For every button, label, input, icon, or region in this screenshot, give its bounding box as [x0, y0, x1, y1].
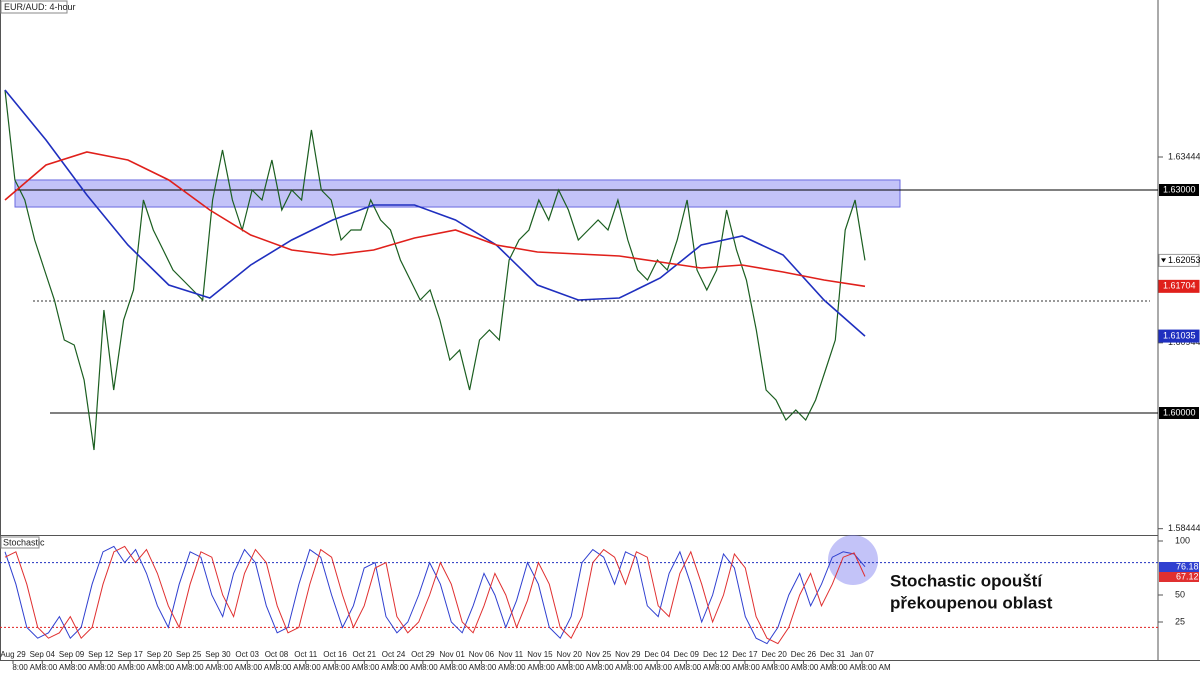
y-tick-label: 100	[1175, 535, 1190, 545]
price-tag	[1158, 279, 1200, 293]
x-time-label: 8:00 AM	[364, 663, 394, 672]
x-tick-label: Sep 17	[117, 650, 143, 659]
x-tick-label: Sep 04	[30, 650, 56, 659]
price-tag-label: 1.62053	[1168, 255, 1200, 265]
x-tick-label: Oct 03	[235, 650, 259, 659]
series-line	[4, 151, 866, 288]
price-tag	[1158, 253, 1200, 267]
indicator-title: Stochastic	[3, 537, 45, 547]
x-time-label: 8:00 AM	[276, 663, 306, 672]
x-tick-label: Nov 01	[439, 650, 465, 659]
x-tick-label: Dec 09	[674, 650, 700, 659]
x-time-label: 8:00 AM	[217, 663, 247, 672]
series-line	[4, 545, 866, 645]
x-time-label: 8:00 AM	[247, 663, 277, 672]
x-time-label: 8:00 AM	[773, 663, 803, 672]
x-time-label: 8:00 AM	[334, 663, 364, 672]
series-line	[4, 89, 866, 337]
x-tick-label: Oct 21	[353, 650, 377, 659]
x-time-label: 8:00 AM	[100, 663, 130, 672]
highlight-circle	[828, 535, 878, 585]
x-time-label: 8:00 AM	[510, 663, 540, 672]
stoch-tag-label: 76.18	[1176, 561, 1199, 571]
x-time-label: 8:00 AM	[71, 663, 101, 672]
x-tick-label: Sep 30	[205, 650, 231, 659]
x-tick-label: Dec 20	[761, 650, 787, 659]
x-time-label: 8:00 AM	[539, 663, 569, 672]
x-tick-label: Nov 25	[586, 650, 612, 659]
level-tag	[1159, 184, 1199, 197]
x-time-label: 8:00 AM	[627, 663, 657, 672]
x-tick-label: Oct 24	[382, 650, 406, 659]
y-tick-label: 1.63444	[1168, 151, 1200, 161]
x-time-label: 8:00 AM	[861, 663, 891, 672]
x-time-label: 8:00 AM	[12, 663, 42, 672]
level-label: 1.63000	[1163, 184, 1196, 194]
series-line	[4, 545, 866, 645]
stoch-tag-label: 67.12	[1176, 571, 1199, 581]
x-time-label: 8:00 AM	[744, 663, 774, 672]
x-tick-label: Sep 12	[88, 650, 114, 659]
x-tick-label: Nov 29	[615, 650, 641, 659]
level-label: 1.60000	[1163, 407, 1196, 417]
stoch-tag	[1159, 572, 1199, 582]
x-time-label: 8:00 AM	[451, 663, 481, 672]
x-tick-label: Dec 31	[820, 650, 846, 659]
x-tick-label: Oct 16	[323, 650, 347, 659]
x-time-label: 8:00 AM	[598, 663, 628, 672]
indicator-box	[0, 536, 40, 549]
price-tag-label: 1.61035	[1163, 330, 1196, 340]
x-tick-label: Oct 29	[411, 650, 435, 659]
x-tick-label: Oct 08	[265, 650, 289, 659]
x-tick-label: Nov 06	[469, 650, 495, 659]
x-time-label: 8:00 AM	[393, 663, 423, 672]
x-time-label: 8:00 AM	[159, 663, 189, 672]
y-tick-label: 50	[1175, 589, 1185, 599]
x-tick-label: Dec 04	[644, 650, 670, 659]
x-tick-label: Nov 11	[498, 650, 523, 659]
x-tick-label: Dec 26	[791, 650, 817, 659]
x-time-label: 8:00 AM	[656, 663, 686, 672]
current-marker	[1161, 258, 1166, 263]
x-time-label: 8:00 AM	[188, 663, 218, 672]
level-tag	[1159, 407, 1199, 420]
y-tick-label: 25	[1175, 616, 1185, 626]
x-tick-label: Oct 11	[294, 650, 318, 659]
x-tick-label: Sep 09	[59, 650, 85, 659]
price-tag	[1158, 329, 1200, 343]
x-tick-label: Sep 25	[176, 650, 202, 659]
x-time-label: 8:00 AM	[715, 663, 745, 672]
x-time-label: 8:00 AM	[803, 663, 833, 672]
annotation: Stochastic opouští	[890, 571, 1043, 590]
x-time-label: 8:00 AM	[832, 663, 862, 672]
price-tag-label: 1.61704	[1163, 281, 1196, 291]
x-time-label: 8:00 AM	[569, 663, 599, 672]
x-tick-label: Aug 29	[0, 650, 26, 659]
stoch-tag	[1159, 562, 1199, 572]
x-tick-label: Sep 20	[147, 650, 173, 659]
x-tick-label: Dec 17	[732, 650, 758, 659]
x-tick-label: Jan 07	[850, 650, 875, 659]
x-tick-label: Dec 12	[703, 650, 729, 659]
x-time-label: 8:00 AM	[686, 663, 716, 672]
chart-title: EUR/AUD: 4-hour	[4, 2, 76, 12]
x-time-label: 8:00 AM	[129, 663, 159, 672]
annotation: překoupenou oblast	[890, 593, 1053, 612]
x-tick-label: Nov 15	[527, 650, 553, 659]
x-time-label: 8:00 AM	[305, 663, 335, 672]
x-time-label: 8:00 AM	[422, 663, 452, 672]
y-tick-label: 1.58444	[1168, 523, 1200, 533]
resistance-zone	[14, 179, 901, 208]
x-tick-label: Nov 20	[557, 650, 583, 659]
title-box	[0, 0, 68, 14]
x-time-label: 8:00 AM	[42, 663, 72, 672]
x-time-label: 8:00 AM	[481, 663, 511, 672]
